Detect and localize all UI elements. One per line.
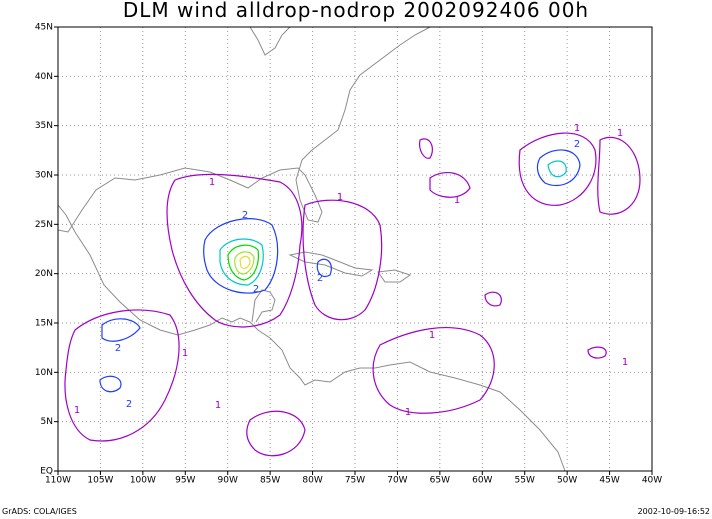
contour-line: [518, 132, 597, 206]
contour-line: [99, 375, 122, 393]
contour-label: 2: [317, 273, 323, 284]
contour-line: [239, 255, 251, 269]
x-tick-label: 95W: [175, 476, 195, 486]
x-tick-label: 60W: [472, 476, 492, 486]
y-tick-label: 45N: [35, 23, 53, 33]
y-tick-label: 30N: [35, 171, 53, 181]
title: DLM wind alldrop-nodrop 2002092406 00h: [123, 0, 589, 22]
contour-label: 1: [215, 400, 221, 411]
contour-line: [587, 346, 607, 359]
y-tick-label: 20N: [35, 269, 53, 279]
contour-label: 1: [429, 330, 435, 341]
contour-label: 2: [253, 284, 259, 295]
contour-line: [372, 326, 495, 414]
contour-label: 2: [126, 399, 132, 410]
contour-line: [219, 238, 264, 286]
x-tick-label: 70W: [387, 476, 407, 486]
contour-line: [234, 251, 255, 275]
coastlines: [57, 26, 566, 472]
contour-label: 1: [209, 177, 215, 188]
contour-label: 1: [405, 407, 411, 418]
contour-label: 1: [74, 405, 80, 416]
contour-label: 2: [574, 139, 580, 150]
contour-label: 2: [115, 343, 121, 354]
footer-left: GrADS: COLA/IGES: [2, 507, 77, 516]
y-tick-label: EQ: [40, 467, 53, 477]
contour-label: 1: [182, 348, 188, 359]
y-tick-label: 25N: [35, 220, 53, 230]
y-tick-label: 10N: [35, 368, 53, 378]
contour-line: [419, 138, 433, 159]
contours: 1 1 1 1 1 1 1 1 1 1 1 2 2 2 2 2 2: [64, 123, 641, 457]
x-tick-label: 80W: [302, 476, 322, 486]
contour-line: [227, 244, 259, 281]
y-tick-label: 5N: [41, 417, 53, 427]
frame: [57, 26, 653, 472]
y-tick-label: 35N: [35, 121, 53, 131]
contour-line: [64, 309, 180, 442]
x-tick-label: 75W: [345, 476, 365, 486]
contour-line: [203, 218, 279, 294]
contour-line: [101, 318, 141, 342]
contour-line: [316, 258, 332, 278]
contour-label: 2: [242, 210, 248, 221]
contour-label: 1: [454, 195, 460, 206]
contour-line: [166, 173, 303, 328]
y-tick-label: 15N: [35, 319, 53, 329]
x-tick-label: 110W: [45, 476, 71, 486]
contour-label: 1: [574, 123, 580, 134]
x-tick-label: 55W: [515, 476, 535, 486]
x-tick-label: 85W: [260, 476, 280, 486]
footer-right: 2002-10-09-16:52: [638, 507, 710, 516]
contour-line: [597, 136, 641, 215]
contour-line: [429, 171, 471, 198]
contour-line: [547, 160, 567, 178]
x-tick-label: 65W: [430, 476, 450, 486]
contour-label: 1: [622, 357, 628, 368]
contour-line: [246, 410, 306, 457]
x-tick-label: 100W: [130, 476, 156, 486]
contour-line: [484, 291, 502, 307]
x-tick-label: 90W: [218, 476, 238, 486]
x-tick-label: 50W: [557, 476, 577, 486]
contour-label: 1: [617, 128, 623, 139]
x-tick-label: 45W: [599, 476, 619, 486]
grid: [58, 27, 652, 471]
x-tick-label: 40W: [642, 476, 662, 486]
contour-label: 1: [337, 192, 343, 203]
y-tick-label: 40N: [35, 72, 53, 82]
contour-line: [302, 199, 383, 321]
contour-line: [536, 149, 581, 187]
x-tick-label: 105W: [87, 476, 113, 486]
